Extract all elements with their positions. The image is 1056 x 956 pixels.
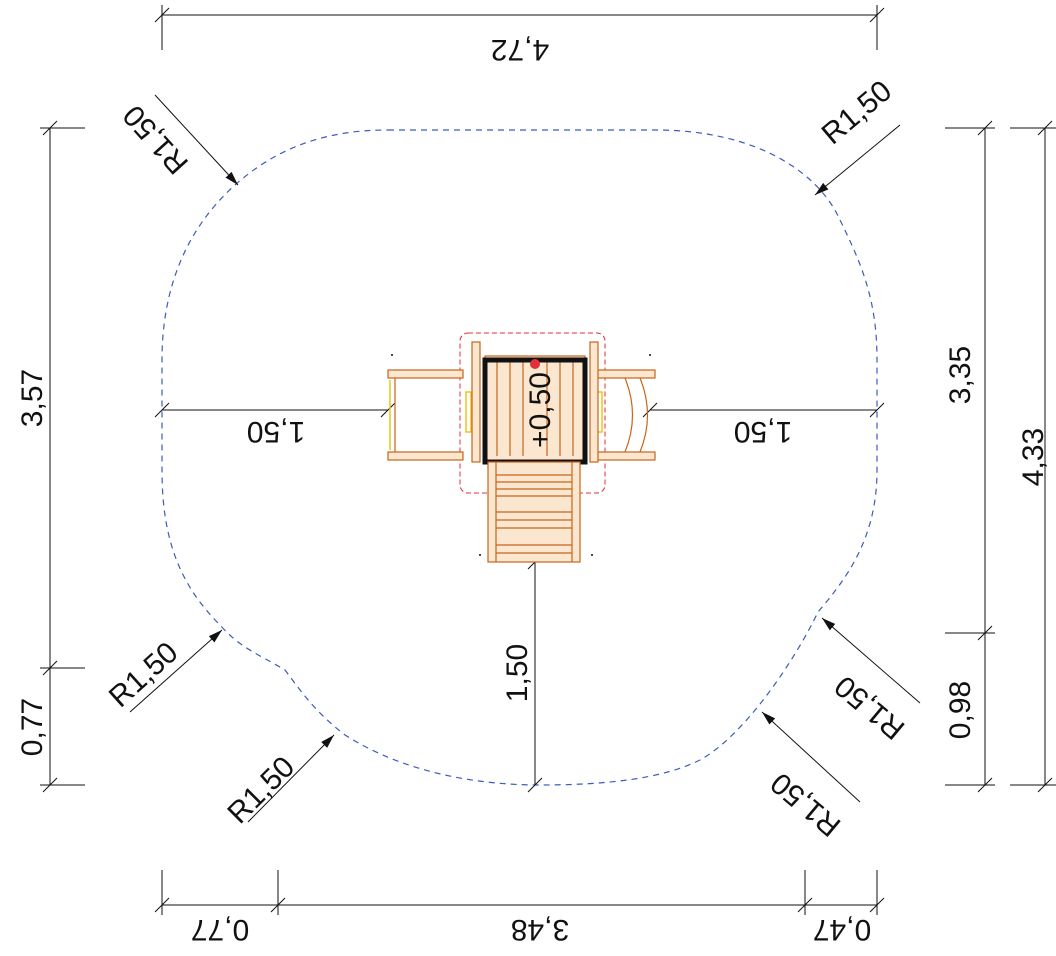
radius-top-left-label: R1,50	[117, 99, 195, 181]
dimension-right-inner: 3,35 0,98	[944, 120, 995, 793]
dimension-inner-right: 1,50	[642, 402, 885, 448]
radius-top-right-label: R1,50	[816, 74, 899, 151]
dimension-inner-left: 1,50	[154, 402, 396, 448]
dimension-inner-right-label: 1,50	[734, 415, 792, 448]
radius-left-lower-1: R1,50	[103, 629, 223, 714]
radius-top-left: R1,50	[117, 94, 239, 186]
radius-right-lower-1: R1,50	[821, 617, 921, 746]
dimension-inner-bottom-label: 1,50	[501, 644, 534, 702]
dimension-top-label: 4,72	[491, 33, 549, 66]
radius-top-right: R1,50	[814, 74, 901, 196]
dimension-right-outer: 4,33	[1010, 120, 1056, 793]
post-right	[589, 341, 599, 463]
dimension-left: 3,57 0,77	[16, 120, 85, 793]
radius-right-lower-2: R1,50	[761, 711, 861, 843]
right-slide	[596, 369, 656, 461]
dimension-bottom-mid-label: 3,48	[511, 913, 569, 946]
dimension-right-upper-label: 3,35	[944, 346, 977, 404]
dimension-bottom-right-label: 0,47	[813, 913, 871, 946]
dimension-inner-left-label: 1,50	[247, 415, 305, 448]
deck-planks	[496, 362, 574, 456]
play-equipment: +0,50	[387, 332, 656, 563]
dimension-top: 4,72	[154, 5, 885, 66]
center-height-label: +0,50	[524, 372, 557, 448]
front-stairs	[487, 461, 581, 563]
dimension-right-total-label: 4,33	[1017, 428, 1050, 486]
dimension-left-bottom-label: 0,77	[16, 698, 49, 756]
dimension-bottom-left-label: 0,77	[191, 913, 249, 946]
radius-left-lower-2: R1,50	[221, 734, 335, 830]
radius-left-lower-2-label: R1,50	[221, 750, 301, 830]
post-left	[471, 341, 481, 463]
dimension-right-lower-label: 0,98	[944, 681, 977, 739]
left-bridge	[387, 369, 472, 461]
impact-area-boundary	[161, 129, 878, 786]
radius-right-lower-2-label: R1,50	[765, 766, 848, 843]
dimension-inner-bottom: 1,50	[501, 554, 543, 793]
radius-right-lower-1-label: R1,50	[829, 669, 912, 746]
center-marker	[530, 359, 540, 369]
dimension-bottom: 0,77 3,48 0,47	[154, 870, 885, 946]
dimension-left-total-label: 3,57	[16, 369, 49, 427]
